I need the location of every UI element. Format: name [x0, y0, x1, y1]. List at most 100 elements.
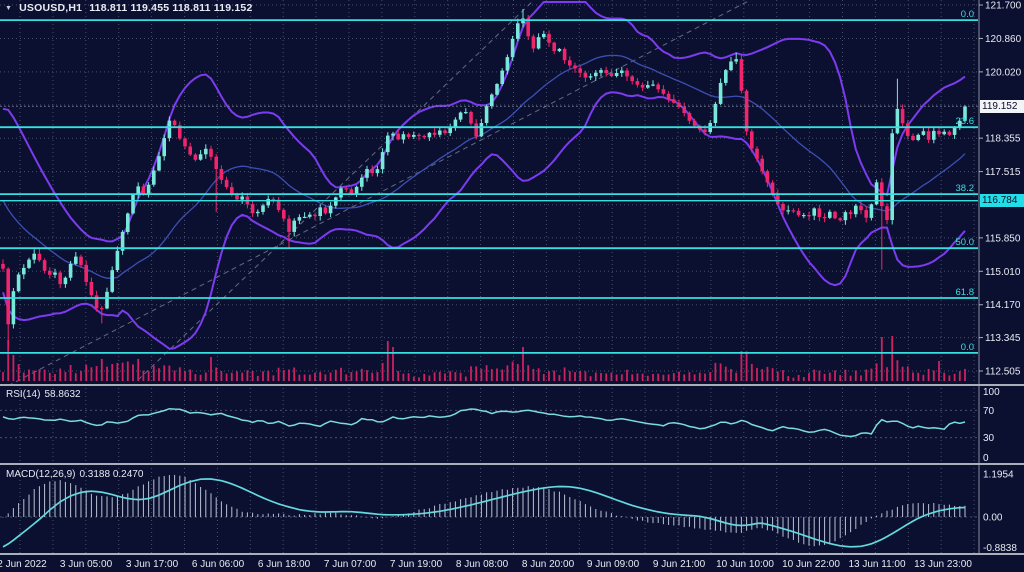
candle-body — [432, 132, 437, 135]
volume-bar — [584, 371, 587, 381]
volume-bar — [750, 363, 753, 381]
candle-body — [854, 205, 858, 215]
volume-bar — [241, 372, 244, 381]
price-tick-label: 118.355 — [985, 134, 1021, 145]
rsi-pane[interactable] — [0, 386, 979, 462]
volume-bar — [823, 373, 826, 381]
volume-bar — [121, 362, 124, 381]
volume-bar — [485, 365, 488, 381]
candle-body — [791, 210, 796, 212]
volume-bar — [927, 368, 930, 381]
volume-bar — [724, 366, 727, 381]
candle-body — [193, 154, 198, 160]
candle-body — [453, 119, 458, 128]
volume-bar — [516, 364, 519, 381]
fib-label: 23.6 — [956, 116, 975, 127]
price-axis[interactable] — [979, 0, 1024, 554]
candle-body — [666, 93, 671, 100]
main-chart-pane[interactable] — [0, 0, 979, 384]
volume-bar — [558, 375, 561, 381]
candle-body — [115, 250, 120, 271]
candle-body — [131, 194, 135, 214]
candle-body — [370, 169, 374, 174]
volume-bar — [844, 369, 847, 381]
candle-body — [505, 57, 510, 71]
candle-body — [947, 131, 952, 135]
time-axis[interactable] — [0, 555, 1024, 572]
candle-body — [204, 148, 208, 155]
candle-body — [510, 38, 515, 58]
volume-bar — [433, 372, 436, 381]
volume-bars — [2, 336, 966, 381]
time-axis-label: 13 Jun 11:00 — [848, 559, 906, 570]
macd-signal-line — [2, 478, 966, 548]
volume-bar — [568, 371, 571, 381]
volume-bar — [480, 368, 483, 381]
volume-bar — [12, 355, 15, 381]
volume-bar — [610, 372, 613, 381]
candle-body — [406, 134, 411, 137]
volume-bar — [865, 369, 868, 381]
volume-bar — [740, 351, 743, 381]
volume-bar — [288, 369, 290, 381]
fib-label: 61.8 — [956, 287, 975, 298]
macd-indicator-name: MACD(12,26,9) — [6, 469, 76, 480]
volume-bar — [184, 371, 186, 381]
macd-label: MACD(12,26,9) 0.3188 0.2470 — [6, 469, 147, 480]
volume-bar — [964, 368, 966, 381]
candle-body — [885, 206, 889, 220]
volume-bar — [22, 372, 25, 381]
candle-body — [646, 85, 650, 88]
volume-bar — [958, 371, 961, 381]
macd-pane[interactable] — [0, 466, 979, 552]
candle-body — [750, 131, 754, 149]
rsi-line — [2, 407, 966, 438]
candle-body — [578, 68, 582, 73]
volume-bar — [943, 372, 946, 381]
volume-bar — [813, 369, 816, 381]
candle-body — [162, 138, 166, 157]
volume-bar — [69, 365, 72, 381]
level-price-badge: 116.784 — [980, 194, 1024, 208]
volume-bar — [511, 361, 514, 381]
volume-bar — [230, 372, 233, 381]
volume-bar — [371, 372, 374, 381]
candle-body — [401, 134, 406, 140]
macd-indicator-value: 0.3188 0.2470 — [79, 469, 144, 480]
candle-body — [271, 198, 276, 201]
volume-bar — [938, 361, 940, 381]
volume-bar — [334, 369, 337, 381]
candle-body — [828, 211, 832, 218]
time-axis-label: 10 Jun 10:00 — [716, 559, 774, 570]
candle-body — [146, 184, 151, 195]
candle-body — [781, 203, 785, 211]
candles — [1, 9, 967, 346]
volume-bar — [672, 373, 675, 381]
volume-bar — [574, 372, 576, 381]
fib-label: 0.0 — [961, 342, 974, 353]
volume-bar — [912, 372, 914, 381]
candle-body — [438, 130, 442, 135]
volume-bar — [683, 374, 686, 381]
volume-bar — [293, 367, 296, 381]
fib-label: 0.0 — [961, 9, 974, 20]
candle-body — [765, 171, 770, 183]
candle-body — [68, 263, 73, 278]
time-axis-label: 8 Jun 08:00 — [456, 559, 509, 570]
volume-bar — [137, 359, 140, 381]
candle-body — [126, 213, 130, 232]
candle-body — [1, 263, 5, 269]
rsi-indicator-name: RSI(14) — [6, 389, 41, 400]
volume-bar — [522, 347, 524, 381]
symbol-dropdown-icon[interactable]: ▼ — [5, 4, 13, 12]
volume-bar — [340, 367, 342, 381]
candle-body — [833, 211, 837, 219]
candle-body — [6, 268, 10, 325]
volume-bar — [210, 357, 212, 381]
candle-body — [167, 120, 172, 139]
volume-bar — [631, 374, 634, 381]
candle-body — [916, 134, 920, 140]
candle-body — [141, 186, 146, 195]
candle-body — [651, 84, 655, 86]
